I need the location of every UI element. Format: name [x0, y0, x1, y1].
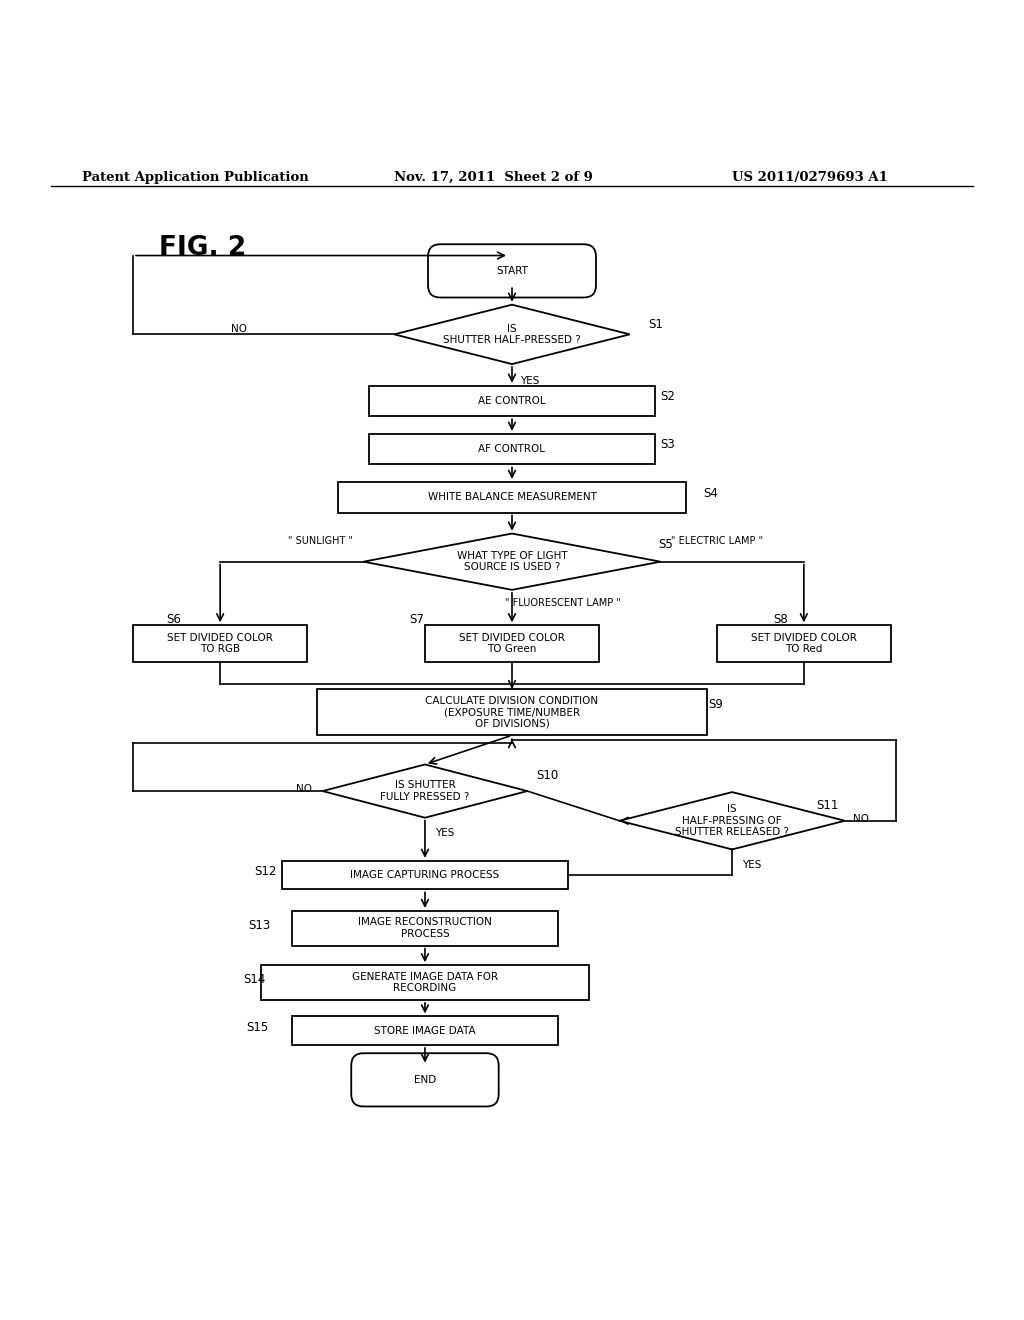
- Text: S12: S12: [254, 866, 276, 879]
- Text: US 2011/0279693 A1: US 2011/0279693 A1: [732, 170, 888, 183]
- FancyBboxPatch shape: [351, 1053, 499, 1106]
- Text: STORE IMAGE DATA: STORE IMAGE DATA: [374, 1026, 476, 1036]
- Text: YES: YES: [520, 376, 540, 387]
- Polygon shape: [620, 792, 845, 850]
- Bar: [369, 434, 655, 465]
- Text: Patent Application Publication: Patent Application Publication: [82, 170, 308, 183]
- Bar: [317, 689, 707, 735]
- Text: IMAGE RECONSTRUCTION
PROCESS: IMAGE RECONSTRUCTION PROCESS: [358, 917, 492, 939]
- Text: " SUNLIGHT ": " SUNLIGHT ": [289, 536, 353, 546]
- Text: GENERATE IMAGE DATA FOR
RECORDING: GENERATE IMAGE DATA FOR RECORDING: [352, 972, 498, 994]
- Text: AE CONTROL: AE CONTROL: [478, 396, 546, 407]
- Bar: [282, 861, 568, 890]
- Polygon shape: [323, 764, 527, 817]
- Text: " FLUORESCENT LAMP ": " FLUORESCENT LAMP ": [505, 598, 622, 609]
- Text: WHITE BALANCE MEASUREMENT: WHITE BALANCE MEASUREMENT: [428, 492, 596, 502]
- Text: IS
HALF-PRESSING OF
SHUTTER RELEASED ?: IS HALF-PRESSING OF SHUTTER RELEASED ?: [675, 804, 790, 837]
- FancyBboxPatch shape: [428, 244, 596, 297]
- Text: NO: NO: [853, 813, 869, 824]
- Polygon shape: [364, 533, 660, 590]
- Bar: [369, 385, 655, 416]
- Text: CALCULATE DIVISION CONDITION
(EXPOSURE TIME/NUMBER
OF DIVISIONS): CALCULATE DIVISION CONDITION (EXPOSURE T…: [425, 696, 599, 729]
- Text: YES: YES: [742, 859, 762, 870]
- Text: END: END: [414, 1074, 436, 1085]
- Text: S2: S2: [660, 391, 676, 404]
- Text: SET DIVIDED COLOR
TO Red: SET DIVIDED COLOR TO Red: [751, 632, 857, 655]
- Text: S3: S3: [660, 438, 675, 451]
- Text: S13: S13: [248, 919, 270, 932]
- Text: IMAGE CAPTURING PROCESS: IMAGE CAPTURING PROCESS: [350, 870, 500, 880]
- Text: S15: S15: [246, 1022, 268, 1034]
- Text: S10: S10: [537, 770, 559, 783]
- Text: SET DIVIDED COLOR
TO RGB: SET DIVIDED COLOR TO RGB: [167, 632, 273, 655]
- Text: S4: S4: [703, 487, 719, 499]
- Text: " ELECTRIC LAMP ": " ELECTRIC LAMP ": [671, 536, 763, 546]
- Bar: [261, 965, 589, 1001]
- Text: S14: S14: [244, 973, 266, 986]
- Text: S7: S7: [410, 612, 425, 626]
- Text: IS SHUTTER
FULLY PRESSED ?: IS SHUTTER FULLY PRESSED ?: [380, 780, 470, 801]
- Text: S11: S11: [816, 799, 839, 812]
- Text: S5: S5: [658, 537, 673, 550]
- Text: START: START: [496, 265, 528, 276]
- Text: SET DIVIDED COLOR
TO Green: SET DIVIDED COLOR TO Green: [459, 632, 565, 655]
- Polygon shape: [394, 305, 630, 364]
- Text: NO: NO: [296, 784, 312, 795]
- Text: S8: S8: [773, 612, 787, 626]
- Bar: [717, 626, 891, 663]
- Bar: [133, 626, 307, 663]
- Text: YES: YES: [435, 828, 455, 838]
- Bar: [425, 626, 599, 663]
- Bar: [292, 911, 558, 945]
- Text: S1: S1: [648, 318, 664, 330]
- Text: AF CONTROL: AF CONTROL: [478, 444, 546, 454]
- Text: FIG. 2: FIG. 2: [159, 235, 246, 261]
- Bar: [338, 482, 686, 512]
- Text: S6: S6: [166, 612, 181, 626]
- Text: S9: S9: [709, 697, 724, 710]
- Text: IS
SHUTTER HALF-PRESSED ?: IS SHUTTER HALF-PRESSED ?: [443, 323, 581, 345]
- Text: WHAT TYPE OF LIGHT
SOURCE IS USED ?: WHAT TYPE OF LIGHT SOURCE IS USED ?: [457, 550, 567, 573]
- Bar: [292, 1016, 558, 1045]
- Text: Nov. 17, 2011  Sheet 2 of 9: Nov. 17, 2011 Sheet 2 of 9: [394, 170, 593, 183]
- Text: NO: NO: [230, 325, 247, 334]
